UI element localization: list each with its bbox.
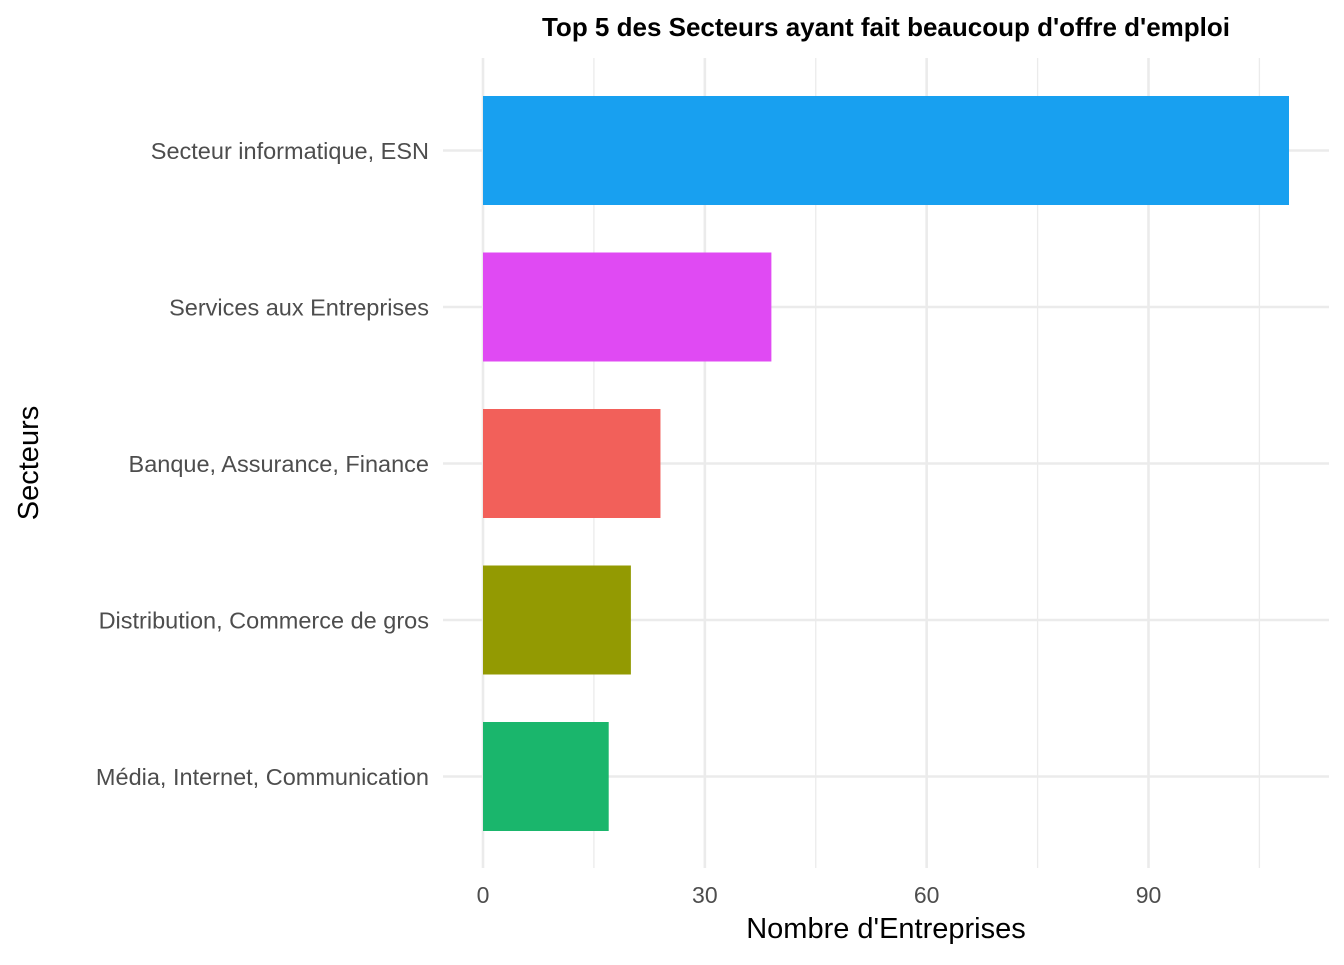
x-axis-title: Nombre d'Entreprises: [746, 913, 1026, 945]
labels: Secteur informatique, ESN Services aux En…: [96, 138, 1161, 908]
bar: [483, 409, 661, 518]
x-tick-label: 30: [692, 882, 718, 908]
y-tick-label: Services aux Entreprises: [169, 295, 429, 321]
y-tick-label: Distribution, Commerce de gros: [99, 608, 429, 634]
bar: [483, 252, 772, 362]
x-tick-label: 60: [914, 882, 940, 908]
x-tick-label: 0: [477, 882, 490, 908]
y-tick-label: Banque, Assurance, Finance: [129, 451, 429, 477]
bar: [483, 565, 631, 675]
chart-title: Top 5 des Secteurs ayant fait beaucoup d…: [542, 12, 1230, 42]
bars: [483, 96, 1289, 831]
bar: [483, 722, 609, 831]
y-axis-title: Secteurs: [13, 406, 45, 520]
y-tick-label: Média, Internet, Communication: [96, 764, 429, 790]
x-tick-label: 90: [1136, 882, 1162, 908]
bar: [483, 96, 1289, 205]
y-tick-label: Secteur informatique, ESN: [151, 138, 429, 164]
